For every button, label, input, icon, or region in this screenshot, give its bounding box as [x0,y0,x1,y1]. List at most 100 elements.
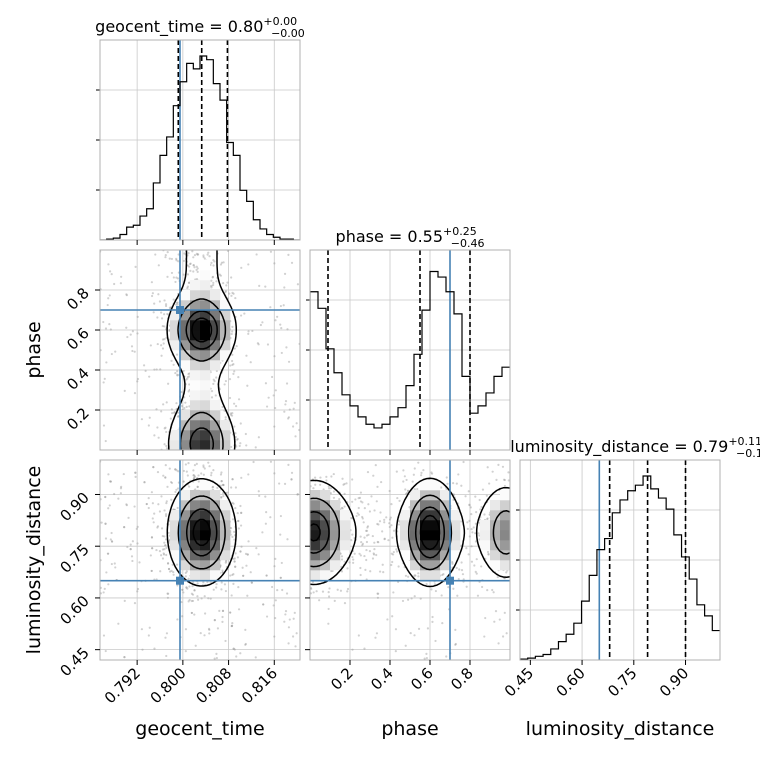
scatter-point [321,590,325,593]
scatter-point [465,585,468,588]
scatter-point [188,383,191,386]
scatter-point [287,417,290,420]
density-cell [200,380,211,391]
scatter-point [501,465,505,468]
scatter-point [474,540,478,543]
scatter-point [106,552,110,555]
scatter-point [165,654,168,658]
density-cell [180,320,191,331]
scatter-point [411,480,414,483]
scatter-point [120,485,123,488]
scatter-point [210,396,214,399]
scatter-point [109,328,112,331]
scatter-point [162,474,165,477]
density-cell [210,420,221,431]
scatter-point [213,260,216,263]
scatter-point [110,531,113,535]
scatter-point [106,303,109,307]
scatter-point [380,480,383,484]
scatter-point [431,620,434,624]
scatter-point [165,500,168,503]
scatter-point [465,547,468,550]
scatter-point [507,479,510,482]
scatter-point [360,541,363,544]
scatter-point [492,591,495,594]
scatter-point [231,291,234,294]
scatter-point [193,613,196,616]
scatter-point [182,259,186,263]
scatter-point [163,509,166,512]
scatter-point [151,292,154,295]
scatter-point [233,648,236,651]
density-cell [190,570,201,581]
scatter-point [233,560,236,563]
scatter-point [164,254,167,257]
density-cell [310,510,321,521]
scatter-point [498,618,501,621]
scatter-point [164,513,168,516]
scatter-point [193,476,196,479]
scatter-point [172,573,175,576]
contour-line [192,518,211,547]
scatter-point [266,343,270,346]
scatter-point [123,389,126,393]
axes-frame [519,459,721,661]
scatter-point [123,526,126,529]
scatter-point [104,649,107,653]
scatter-point [398,523,401,526]
scatter-point [328,587,331,590]
density-cell [210,290,221,301]
density-cell [480,540,491,551]
scatter-point [218,609,221,612]
scatter-point [246,553,249,556]
scatter-point [474,570,477,573]
scatter-point [341,477,344,480]
scatter-point [286,328,289,331]
scatter-point [262,603,265,606]
scatter-point [279,576,282,579]
scatter-point [230,486,233,489]
scatter-point [161,557,165,560]
scatter-point [192,469,195,472]
scatter-point [220,581,223,584]
scatter-point [374,464,377,467]
scatter-point [365,558,368,562]
scatter-point [390,552,393,555]
scatter-point [134,475,137,478]
density-cell [200,370,211,381]
scatter-point [125,503,128,506]
density-cell [310,570,321,581]
scatter-point [218,273,221,276]
density-cell [210,570,221,581]
density-cell [200,500,211,511]
scatter-point [208,255,211,258]
marginal-panel-geocent_time: geocent_time = 0.80+0.00 −0.00 [95,15,305,245]
scatter-point [213,380,216,383]
axes-frame [99,249,301,451]
axes-frame [309,249,511,451]
scatter-point [176,411,180,414]
density-cell [340,530,351,541]
scatter-point [228,378,232,381]
scatter-point [290,478,293,481]
scatter-point [192,256,195,259]
scatter-point [258,284,261,287]
scatter-point [125,326,128,329]
density-cell [500,520,510,531]
scatter-point [327,607,330,611]
scatter-point [339,589,343,592]
density-cell [320,550,331,561]
scatter-point [413,595,416,598]
scatter-point [351,555,354,559]
x-tick-label: 0.808 [192,664,235,707]
scatter-point [365,548,368,552]
scatter-point [225,284,228,287]
scatter-point [192,264,195,267]
scatter-point [182,273,185,276]
scatter-point [396,496,399,500]
scatter-point [477,532,480,535]
scatter-point [182,469,186,473]
density-cell [210,400,221,411]
density-cell [440,530,451,541]
scatter-point [150,569,153,573]
